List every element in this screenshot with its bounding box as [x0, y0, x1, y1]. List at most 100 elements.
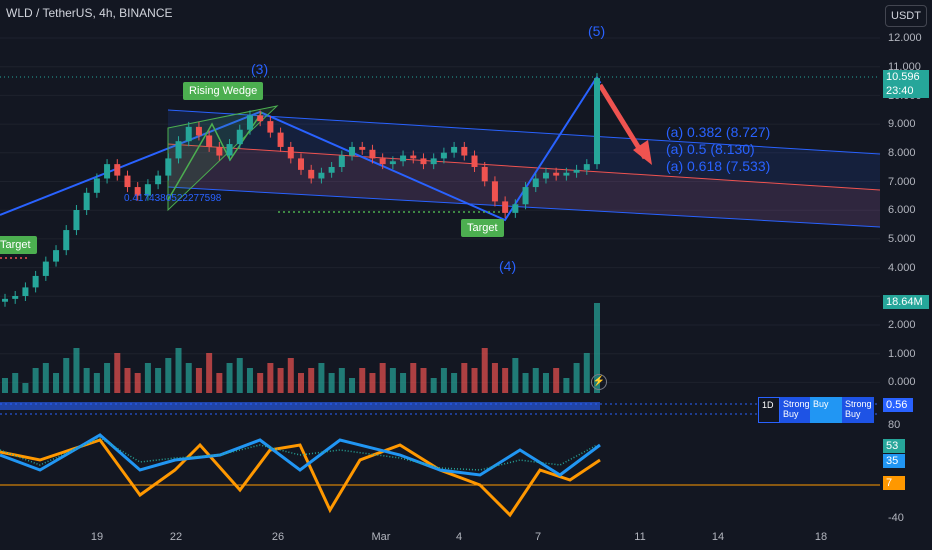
candle	[563, 172, 570, 176]
candle	[2, 298, 8, 302]
candle	[410, 155, 417, 159]
volume-bar	[246, 368, 253, 393]
volume-bar	[298, 373, 304, 393]
volume-bar	[144, 363, 151, 393]
fib-level-618: (a) 0.618 (7.533)	[666, 158, 771, 174]
volume-bar	[563, 378, 570, 393]
time-label: 18	[814, 531, 828, 543]
candle	[206, 135, 213, 147]
volume-bar	[124, 368, 131, 393]
volume-bar	[175, 348, 182, 393]
volume-bar	[359, 368, 366, 393]
time-label: 4	[455, 531, 463, 543]
candle	[349, 146, 356, 156]
time-label: 19	[90, 531, 104, 543]
volume-bar	[257, 373, 264, 393]
candle	[216, 146, 223, 156]
price-tick: 5.000	[888, 233, 916, 245]
candle	[389, 161, 396, 165]
volume-bar	[226, 363, 233, 393]
oscillator	[0, 433, 880, 518]
candle	[298, 158, 304, 170]
volume-bar	[42, 363, 49, 393]
volume-bar	[155, 368, 162, 393]
volume-tag: 18.64M	[883, 295, 929, 309]
volume-bar	[542, 373, 549, 393]
volume-bar	[318, 363, 325, 393]
volume-bar	[410, 363, 417, 393]
candle	[104, 164, 111, 179]
target-label-left: Target	[0, 236, 37, 254]
volume-bar	[165, 358, 172, 393]
volume-bar	[400, 373, 407, 393]
price-tick: 2.000	[888, 319, 916, 331]
volume-bar	[553, 368, 560, 393]
candle	[12, 296, 19, 299]
candle	[267, 121, 274, 133]
grid-lines	[0, 37, 880, 383]
candle	[236, 129, 243, 145]
current-price-tag: 10.596	[883, 70, 929, 84]
candle	[451, 146, 458, 153]
osc-tick-bottom: -40	[888, 512, 904, 524]
candle	[22, 287, 29, 296]
volume-bar	[583, 353, 590, 393]
currency-button[interactable]: USDT	[885, 5, 927, 27]
candle	[430, 158, 437, 165]
candle	[512, 204, 519, 213]
volume-bar	[573, 363, 580, 393]
candle	[165, 158, 172, 176]
candle	[114, 164, 121, 176]
volume-bar	[369, 373, 376, 393]
candle	[308, 169, 315, 179]
candle	[359, 146, 366, 150]
volume-bar	[277, 368, 284, 393]
candle	[379, 158, 386, 165]
candle	[502, 201, 509, 213]
fib-level-382: (a) 0.382 (8.727)	[666, 124, 771, 140]
time-label: 14	[711, 531, 725, 543]
rising-wedge-label: Rising Wedge	[183, 82, 264, 100]
candle	[93, 178, 100, 193]
candle	[32, 275, 39, 288]
osc-tick-top: 80	[888, 419, 901, 431]
candle	[481, 167, 488, 182]
lightning-icon[interactable]: ⚡	[591, 374, 607, 390]
volume-bar	[430, 378, 437, 393]
candles	[2, 73, 600, 307]
candle	[542, 172, 549, 179]
price-tick: 9.000	[888, 118, 916, 130]
volume-bar	[471, 368, 478, 393]
candle-countdown: 23:40	[883, 84, 929, 98]
candle	[553, 172, 560, 176]
candle	[287, 146, 294, 159]
volume-bar	[73, 348, 80, 393]
volume-bar	[22, 383, 29, 393]
volume-bars	[2, 303, 600, 393]
candle	[532, 178, 539, 188]
candle	[175, 141, 182, 159]
candle	[440, 152, 447, 159]
candle	[420, 158, 427, 165]
candle	[195, 126, 202, 136]
volume-bar	[522, 373, 529, 393]
candle	[73, 210, 80, 231]
volume-bar	[594, 303, 600, 393]
candle	[155, 175, 162, 185]
volume-bar	[83, 368, 90, 393]
candle	[338, 155, 345, 167]
candle	[471, 155, 478, 167]
volume-bar	[63, 358, 70, 393]
volume-bar	[491, 363, 498, 393]
candle	[226, 144, 233, 156]
signal-timeframe: 1D	[758, 397, 780, 423]
candle	[594, 78, 600, 165]
time-label: Mar	[371, 531, 391, 543]
osc-value-1: 53	[883, 439, 905, 453]
fib-ratio-label: 0.4174380522277598	[124, 193, 222, 204]
price-tick: 0.000	[888, 376, 916, 388]
volume-bar	[32, 368, 39, 393]
volume-bar	[338, 368, 345, 393]
volume-bar	[349, 378, 356, 393]
